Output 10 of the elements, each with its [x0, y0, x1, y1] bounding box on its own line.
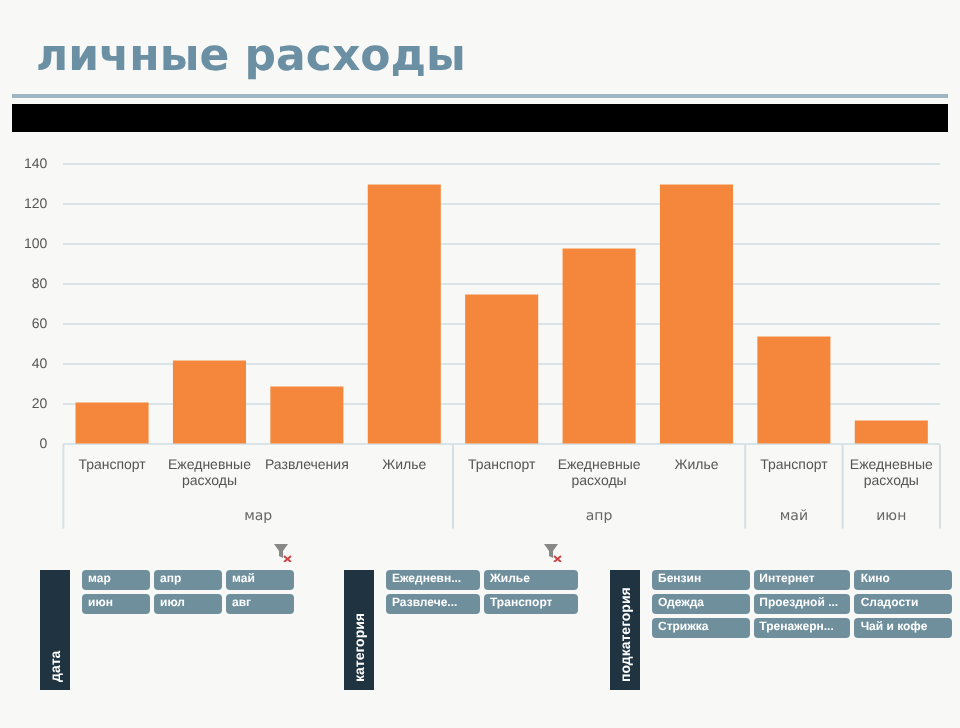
bar — [854, 420, 928, 444]
bar — [172, 360, 246, 444]
bar — [465, 294, 539, 444]
bar — [562, 248, 636, 444]
bar — [367, 184, 441, 444]
chart-title: личные расходы — [36, 32, 466, 82]
bar — [757, 336, 831, 444]
bar — [659, 184, 734, 444]
bar — [75, 402, 149, 444]
bar — [270, 386, 344, 444]
